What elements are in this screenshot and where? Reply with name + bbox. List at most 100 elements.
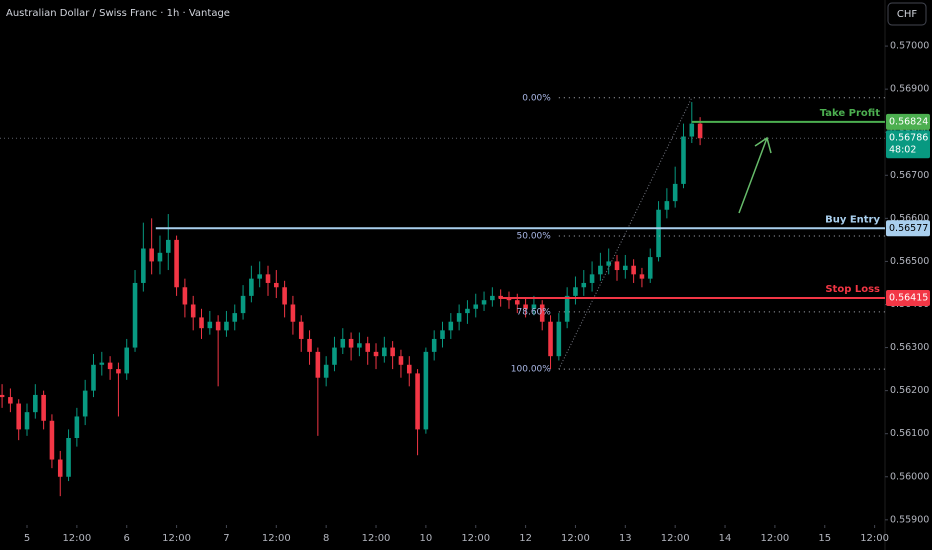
candle-body: [390, 347, 395, 357]
candle-body: [141, 248, 146, 283]
x-tick-label: 12:00: [860, 533, 889, 544]
candle-body: [107, 362, 113, 370]
candle-body: [440, 330, 445, 339]
candle-body: [556, 321, 562, 357]
x-tick-label: 12:00: [661, 533, 690, 544]
candle-body: [598, 265, 603, 275]
candle-body: [672, 183, 678, 202]
candle-body: [33, 394, 38, 413]
candle-body: [57, 459, 63, 477]
y-tick-label: 0.56700: [890, 170, 929, 181]
x-tick-label: 12:00: [362, 533, 391, 544]
x-tick-label: 12: [519, 533, 532, 544]
candle-body: [24, 412, 30, 430]
candle-body: [415, 373, 420, 430]
candle-body: [215, 321, 221, 331]
candle-body: [0, 394, 5, 398]
candle-body: [282, 287, 287, 305]
price-tag: [886, 220, 930, 237]
x-tick-label: 8: [323, 533, 329, 544]
candle-body: [207, 321, 213, 329]
candle-body: [548, 321, 553, 357]
x-tick-label: 12:00: [162, 533, 191, 544]
candle-body: [340, 338, 346, 348]
candle-body: [697, 123, 703, 139]
candle-body: [398, 356, 404, 365]
candle-body: [448, 321, 454, 331]
candle-body: [323, 364, 329, 378]
currency-button[interactable]: [887, 2, 927, 26]
y-tick-label: 0.57000: [890, 41, 929, 52]
candle-body: [132, 282, 138, 348]
candle-body: [257, 274, 262, 279]
candle-body: [564, 295, 570, 322]
candle-body: [199, 317, 204, 329]
candle-body: [298, 321, 304, 339]
candle-body: [623, 265, 628, 271]
candle-body: [681, 136, 686, 184]
price-tag-label: 0.56824: [889, 116, 928, 127]
y-tick-label: 0.55900: [890, 514, 929, 525]
candle-body: [581, 282, 587, 288]
x-tick-label: 13: [619, 533, 632, 544]
candle-body: [523, 304, 528, 309]
candle-body: [647, 257, 653, 279]
x-tick-label: 15: [818, 533, 831, 544]
candle-body: [490, 295, 495, 301]
fib-label: 78.60%: [517, 307, 552, 317]
candle-body: [265, 274, 271, 283]
candle-body: [689, 123, 695, 137]
candle-body: [274, 282, 279, 288]
candle-body: [66, 438, 71, 477]
candle-body: [423, 351, 429, 430]
candle-body: [249, 278, 254, 296]
candle-body: [49, 420, 55, 460]
candle-body: [639, 274, 645, 279]
candle-body: [332, 347, 337, 365]
x-tick-label: 10: [420, 533, 433, 544]
candle-body: [531, 304, 537, 309]
candle-body: [82, 390, 88, 417]
candle-body: [290, 304, 296, 322]
candle-body: [165, 239, 171, 253]
candle-body: [606, 261, 611, 266]
fib-label: 50.00%: [517, 232, 552, 242]
candle-body: [157, 252, 163, 262]
current-price-tag: [886, 130, 930, 159]
candle-body: [16, 403, 21, 430]
candle-body: [382, 347, 387, 357]
candle-body: [589, 274, 595, 283]
currency-label[interactable]: CHF: [897, 9, 918, 20]
price-tag: [886, 290, 930, 307]
candle-body: [473, 304, 479, 309]
candle-body: [348, 338, 354, 348]
candle-body: [431, 338, 437, 352]
candle-body: [664, 201, 670, 210]
x-tick-label: 12:00: [461, 533, 490, 544]
candle-body: [91, 364, 96, 391]
level-name: Take Profit: [820, 108, 880, 119]
candle-body: [573, 287, 578, 296]
y-tick-label: 0.56000: [890, 471, 929, 482]
x-tick-label: 5: [24, 533, 30, 544]
candle-body: [465, 308, 470, 314]
x-tick-label: 6: [124, 533, 130, 544]
countdown: 48:02: [889, 145, 916, 156]
fib-label: 100.00%: [511, 365, 551, 375]
current-price-label: 0.56786: [889, 133, 928, 144]
x-tick-label: 12:00: [760, 533, 789, 544]
x-tick-label: 12:00: [561, 533, 590, 544]
candle-body: [41, 394, 46, 421]
candle-body: [515, 300, 520, 305]
candle-body: [481, 300, 487, 305]
candle-body: [631, 265, 636, 275]
candle-body: [99, 362, 105, 365]
y-tick-label: 0.56900: [890, 84, 929, 95]
fib-label: 0.00%: [522, 93, 551, 103]
candle-body: [224, 321, 229, 331]
candle-body: [74, 416, 80, 439]
candle-body: [190, 304, 196, 318]
candle-body: [357, 343, 362, 348]
